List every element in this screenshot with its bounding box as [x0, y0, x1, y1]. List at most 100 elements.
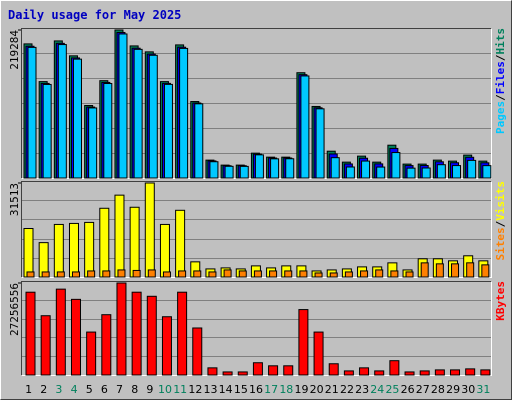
bar — [269, 270, 278, 278]
legend-entry: Sites — [494, 227, 507, 260]
bar — [56, 271, 65, 278]
bar — [118, 33, 128, 179]
x-tick-label: 14 — [219, 383, 233, 396]
bar — [252, 362, 263, 376]
bar — [68, 222, 79, 278]
bar — [133, 48, 143, 179]
legend-separator: / — [494, 220, 507, 227]
legend-separator: / — [494, 94, 507, 101]
bar — [40, 315, 51, 376]
legend-entry: Files — [494, 61, 507, 94]
bar — [405, 271, 414, 278]
bar — [86, 331, 97, 376]
legend-entry: Hits — [494, 28, 507, 55]
bar — [23, 227, 34, 278]
bar — [55, 288, 66, 376]
x-tick-label: 1 — [25, 383, 32, 396]
bar — [224, 165, 234, 179]
bar — [163, 83, 173, 179]
x-tick-label: 13 — [204, 383, 218, 396]
legend: Sites/Visits — [494, 181, 507, 261]
bar — [179, 47, 189, 179]
x-tick-label: 27 — [416, 383, 430, 396]
x-tick-label: 24 — [370, 383, 384, 396]
bar — [406, 167, 416, 179]
bar — [270, 158, 280, 179]
bar — [238, 270, 247, 278]
x-tick-label: 26 — [401, 383, 415, 396]
bar — [147, 269, 156, 278]
bar — [162, 271, 171, 278]
bar — [450, 369, 461, 376]
bar — [131, 291, 142, 376]
legend-entry: Visits — [494, 181, 507, 221]
bar — [129, 206, 140, 278]
bar — [419, 370, 430, 376]
bar — [193, 270, 202, 278]
bar — [345, 166, 355, 179]
bar — [71, 271, 80, 278]
bar — [435, 263, 444, 278]
x-tick-label: 15 — [234, 383, 248, 396]
x-tick-label: 20 — [310, 383, 324, 396]
bar — [420, 262, 429, 278]
bar — [299, 270, 308, 278]
x-tick-label: 23 — [355, 383, 369, 396]
bar — [344, 271, 353, 278]
x-tick-label: 25 — [385, 383, 399, 396]
bar — [359, 367, 370, 376]
bar — [434, 369, 445, 376]
bar — [177, 291, 188, 376]
x-tick-label: 5 — [86, 383, 93, 396]
bar — [148, 54, 158, 179]
x-tick-label: 3 — [55, 383, 62, 396]
bar — [436, 164, 446, 179]
bar — [99, 207, 110, 278]
bar — [452, 165, 462, 179]
bar — [467, 159, 477, 179]
bar — [328, 363, 339, 376]
bar — [391, 152, 401, 179]
bar — [117, 269, 126, 278]
panel — [21, 281, 491, 375]
bar — [343, 370, 354, 376]
x-tick-label: 8 — [131, 383, 138, 396]
legend: Pages/Files/Hits — [494, 28, 507, 134]
x-tick-label: 19 — [294, 383, 308, 396]
bar — [360, 270, 369, 278]
x-tick-label: 22 — [340, 383, 354, 396]
legend-separator: / — [494, 54, 507, 61]
bar — [102, 270, 111, 278]
bar — [451, 263, 460, 278]
bar — [70, 298, 81, 376]
x-tick-label: 7 — [116, 383, 123, 396]
bar — [361, 160, 371, 179]
bar — [222, 371, 233, 376]
bar — [132, 269, 141, 278]
panel-edge-dark — [21, 281, 492, 376]
bar — [25, 291, 36, 376]
bar — [330, 157, 340, 179]
bar — [42, 83, 52, 179]
x-tick-label: 17 — [264, 383, 278, 396]
bar — [26, 271, 35, 278]
bar — [314, 272, 323, 278]
bar — [27, 46, 37, 179]
bar — [482, 165, 492, 179]
legend-entry: Pages — [494, 101, 507, 134]
bar — [466, 262, 475, 278]
bar — [329, 272, 338, 278]
x-tick-label: 11 — [173, 383, 187, 396]
bar — [101, 314, 112, 376]
x-tick-label: 9 — [146, 383, 153, 396]
bar — [178, 270, 187, 278]
bar — [161, 316, 172, 376]
bar — [146, 295, 157, 376]
bar — [57, 44, 67, 179]
bar — [239, 165, 249, 179]
bar — [208, 271, 217, 278]
bar — [116, 282, 127, 376]
bar — [481, 264, 490, 278]
y-max-label: 31513 — [8, 183, 21, 216]
